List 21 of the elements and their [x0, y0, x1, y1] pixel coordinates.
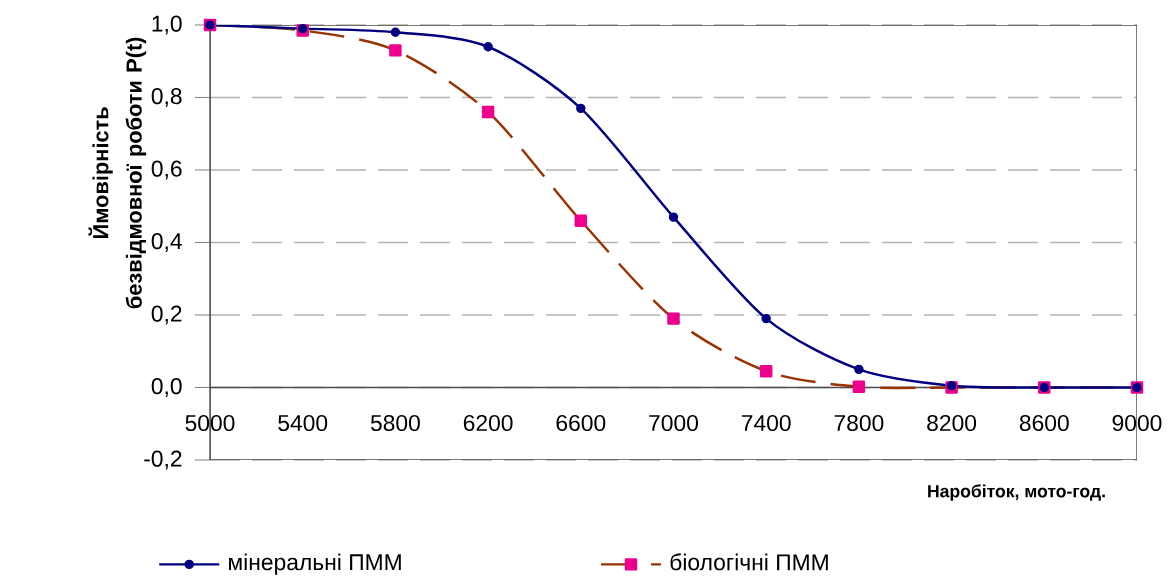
x-tick-label: 8200	[927, 414, 977, 432]
x-tick-label: 9000	[1112, 414, 1162, 432]
y-tick-label: 0,0	[151, 378, 182, 397]
legend-label: мінеральні ПММ	[229, 553, 401, 575]
x-tick-label: 8600	[1019, 414, 1069, 432]
y-tick-label: 0,8	[151, 88, 182, 107]
y-tick-label: 0,4	[151, 233, 182, 252]
x-tick-label: 5400	[278, 414, 328, 432]
x-axis-title: Наробіток, мото-год.	[928, 484, 1105, 501]
x-tick-label: 7000	[649, 414, 698, 432]
y-tick-label: 0,6	[151, 160, 182, 180]
y-tick-label: 1,0	[152, 15, 182, 35]
y-tick-label: -0,2	[144, 450, 182, 470]
y-tick-label: 0,2	[151, 305, 182, 325]
legend-label: біологічні ПММ	[670, 553, 828, 571]
x-tick-label: 6200	[463, 414, 513, 432]
x-tick-label: 6600	[556, 414, 606, 432]
y-axis-title: Ймовірність безвідмовної роботи P(t)	[88, 37, 147, 309]
x-tick-label: 5800	[370, 414, 420, 432]
x-tick-label: 7800	[834, 414, 884, 432]
x-tick-label: 7400	[741, 414, 791, 432]
